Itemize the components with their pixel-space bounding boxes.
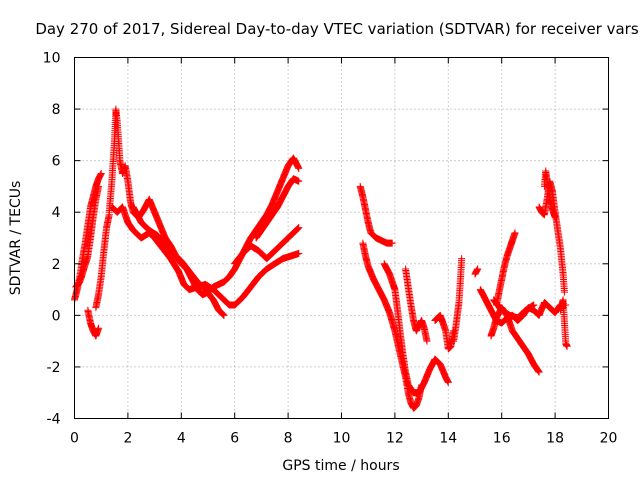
y-tick-label: 6 [52,154,61,170]
data-point-marker [474,265,482,273]
y-tick-label: -4 [47,412,61,428]
data-point-marker [97,170,105,178]
data-point-marker [218,310,226,318]
x-tick-label: 6 [230,431,239,447]
data-point-marker [444,378,452,386]
y-tick-label: 10 [43,51,61,67]
data-point-marker [560,288,568,296]
data-point-marker [219,311,227,319]
data-point-marker [219,310,227,318]
data-point-marker [95,324,103,332]
x-tick-label: 12 [386,431,404,447]
x-tick-label: 0 [70,431,79,447]
data-point-marker [295,224,303,232]
y-tick-label: -2 [47,360,61,376]
y-tick-label: 4 [52,205,61,221]
x-tick-label: 20 [600,431,618,447]
data-point-marker [535,368,543,376]
chart-title: Day 270 of 2017, Sidereal Day-to-day VTE… [35,20,639,38]
data-point-marker [423,337,431,345]
data-point-marker [551,213,559,221]
data-point-marker [220,311,228,319]
x-tick-label: 10 [333,431,351,447]
data-point-marker [530,301,538,309]
axis-ticks [74,57,609,419]
data-point-marker [95,182,103,190]
y-axis-label: SDTVAR / TECUs [8,181,24,296]
data-point-marker [511,229,519,237]
data-point-marker [295,164,303,172]
y-tick-label: 2 [52,257,61,273]
data-point-marker [458,255,466,263]
axis-tick-labels: 0 2 4 6 8 10 12 14 16 18 20 -4 -2 0 2 4 6 8 10 [43,51,618,447]
y-tick-label: 0 [52,308,61,324]
x-tick-label: 14 [439,431,457,447]
x-tick-label: 8 [284,431,293,447]
x-tick-label: 18 [546,431,564,447]
data-points [71,105,571,412]
y-tick-label: 8 [52,102,61,118]
x-tick-label: 2 [123,431,132,447]
x-axis-label: GPS time / hours [282,458,399,474]
data-point-marker [295,249,303,257]
data-point-marker [295,177,303,185]
data-point-marker [563,342,571,350]
x-tick-label: 16 [493,431,511,447]
x-tick-label: 4 [177,431,186,447]
data-point-marker [388,239,396,247]
